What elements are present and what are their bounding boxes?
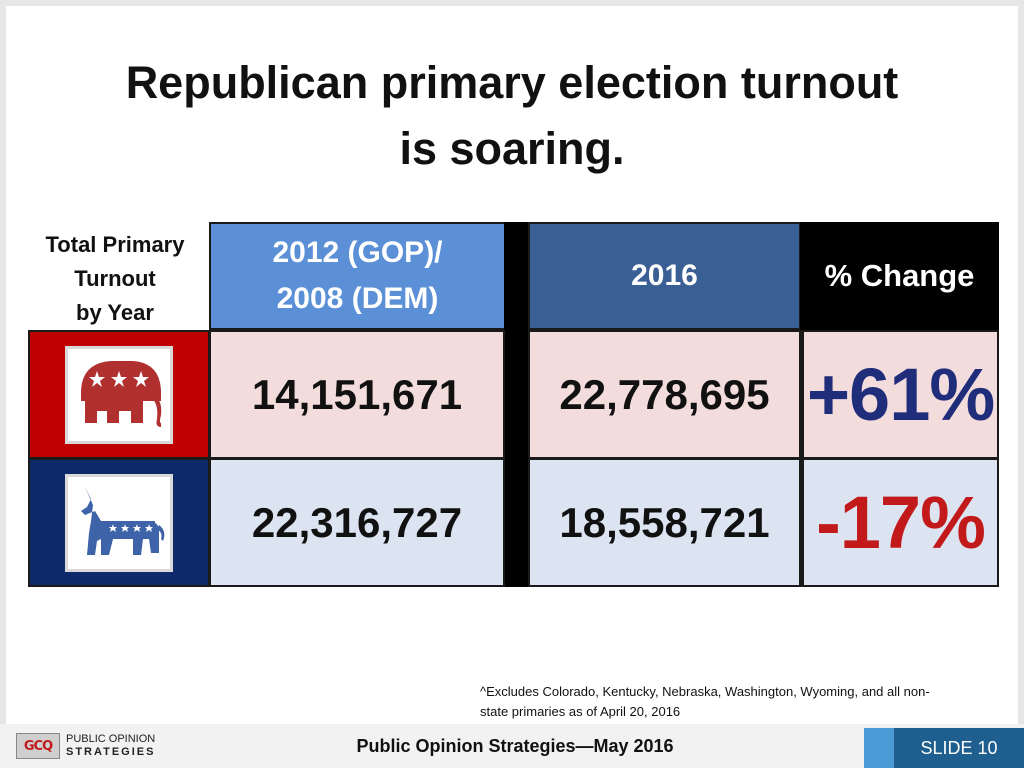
slide-number-accent <box>864 728 894 768</box>
slide-title: Republican primary election turnout is s… <box>40 50 984 182</box>
republican-logo-cell <box>28 330 210 459</box>
dem-pct-change: -17% <box>801 458 999 587</box>
title-line-2: is soaring. <box>399 123 625 174</box>
footnote-line-1: ^Excludes Colorado, Kentucky, Nebraska, … <box>480 684 930 699</box>
democrat-logo-cell <box>28 458 210 587</box>
footer-bar: GCQ PUBLIC OPINION STRATEGIES Public Opi… <box>0 724 1024 768</box>
footnote-line-2: state primaries as of April 20, 2016 <box>480 704 681 719</box>
row-label: Total Primary Turnout by Year <box>30 228 200 330</box>
footnote: ^Excludes Colorado, Kentucky, Nebraska, … <box>480 682 1015 722</box>
header-2012-line-2: 2008 (DEM) <box>276 282 439 315</box>
dem-value-prev: 22,316,727 <box>209 458 505 587</box>
elephant-icon <box>65 345 173 444</box>
logo-wordmark: PUBLIC OPINION STRATEGIES <box>66 733 155 759</box>
footer-center-text: Public Opinion Strategies—May 2016 <box>356 736 674 756</box>
logo-line-2: STRATEGIES <box>66 746 156 758</box>
header-2012-2008: 2012 (GOP)/ 2008 (DEM) <box>209 222 504 330</box>
gop-value-2016: 22,778,695 <box>528 330 801 459</box>
dem-value-2016: 18,558,721 <box>528 458 801 587</box>
logo-mark: GCQ <box>16 733 60 759</box>
company-logo: GCQ PUBLIC OPINION STRATEGIES <box>16 732 155 760</box>
column-divider <box>504 222 528 587</box>
slide-number: SLIDE 10 <box>894 728 1024 768</box>
title-line-1: Republican primary election turnout <box>125 57 899 108</box>
header-pct-change: % Change <box>800 222 999 330</box>
gop-pct-change: +61% <box>801 330 999 459</box>
header-2016: 2016 <box>528 222 801 330</box>
donkey-icon <box>65 473 173 572</box>
logo-line-1: PUBLIC OPINION <box>66 733 156 745</box>
row-label-line-2: Turnout <box>74 266 156 291</box>
header-2012-line-1: 2012 (GOP)/ <box>272 236 443 269</box>
row-label-line-1: Total Primary <box>45 232 185 257</box>
gop-value-prev: 14,151,671 <box>209 330 505 459</box>
row-label-line-3: by Year <box>76 300 154 325</box>
